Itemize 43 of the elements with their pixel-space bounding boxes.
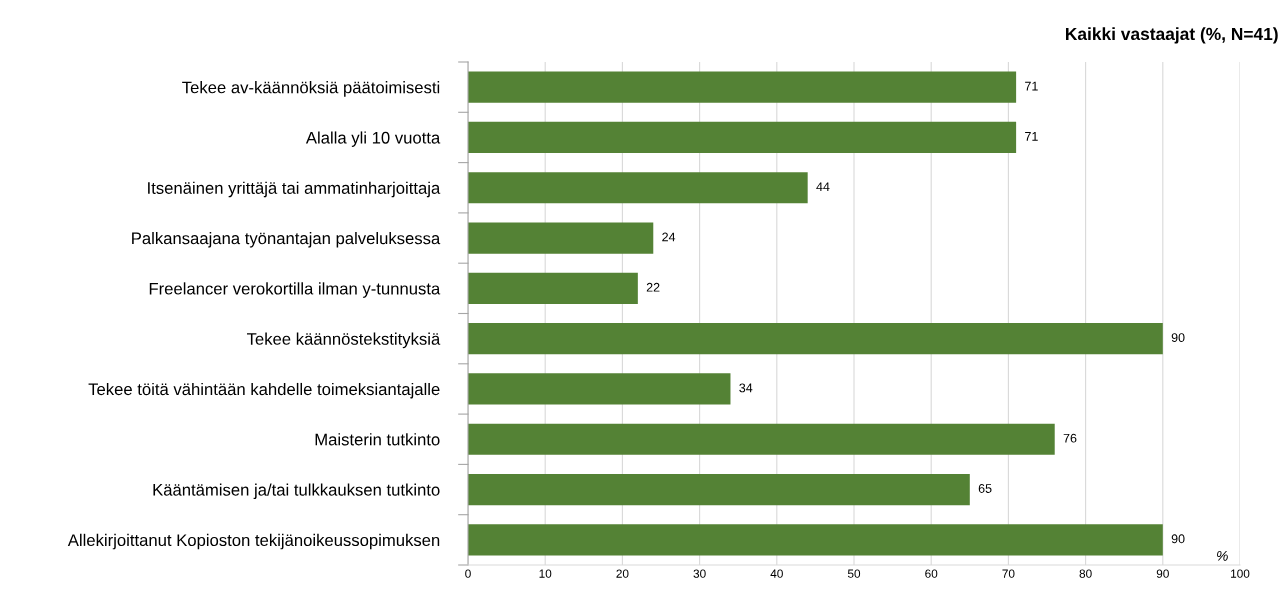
data-label: 65 [978, 484, 992, 493]
y-tick-label: Tekee av-käännöksiä päätoimisesti [182, 81, 440, 97]
bar [468, 473, 970, 506]
x-axis-title: % [1217, 550, 1228, 561]
bar [468, 272, 638, 304]
x-tick-label: 90 [1156, 569, 1169, 578]
x-tick-label: 30 [693, 569, 706, 578]
y-tick-label: Tekee käännöstekstityksiä [247, 332, 441, 349]
y-tick-label: Itsenäinen yrittäjä tai ammatinharjoittaja [148, 181, 441, 198]
x-tick-label: 0 [465, 569, 471, 578]
x-tick-label: 80 [1079, 569, 1092, 578]
bar [468, 323, 1163, 355]
y-tick-label: Tekee töitä vähintään kahdelle toimeksiantajalle [88, 382, 440, 399]
y-tick-label: Allekirjoittanut Kopioston tekijänoikeussopimuksen [67, 533, 440, 550]
data-label: 71 [1025, 132, 1038, 141]
y-tick-label: Maisterin tutkinto [315, 433, 440, 446]
x-tick-label: 50 [847, 569, 861, 578]
chart-title: Kaikki vastaajat (%, N=41) [1066, 27, 1278, 44]
bar [468, 373, 731, 405]
x-tick-label: 20 [616, 569, 629, 578]
data-label: 44 [816, 182, 830, 191]
bar [468, 222, 654, 254]
x-tick-label: 40 [770, 569, 783, 578]
data-label: 22 [646, 282, 660, 292]
data-label: 24 [662, 232, 676, 242]
y-tick-label: Freelancer verokortilla ilman y-tunnusta [149, 282, 441, 298]
data-label: 34 [739, 383, 753, 393]
bar [468, 423, 1055, 455]
data-label: 90 [1171, 534, 1185, 544]
bar [468, 71, 1017, 103]
x-tick-label: 100 [1231, 569, 1250, 578]
x-tick-label: 60 [925, 569, 938, 578]
data-label: 71 [1025, 81, 1038, 91]
bar [468, 121, 1017, 154]
y-tick-label: Alalla yli 10 vuotta [305, 131, 441, 147]
x-tick-label: 70 [1002, 569, 1015, 578]
y-tick-label: Palkansaajana työnantajan palveluksessa [132, 232, 441, 248]
y-tick-label: Kääntämisen ja/tai tulkkauksen tutkinto [153, 483, 440, 500]
data-label: 76 [1063, 433, 1077, 443]
data-label: 90 [1171, 333, 1185, 343]
bar [468, 524, 1163, 556]
x-tick-label: 10 [539, 569, 552, 578]
bar [468, 172, 808, 204]
